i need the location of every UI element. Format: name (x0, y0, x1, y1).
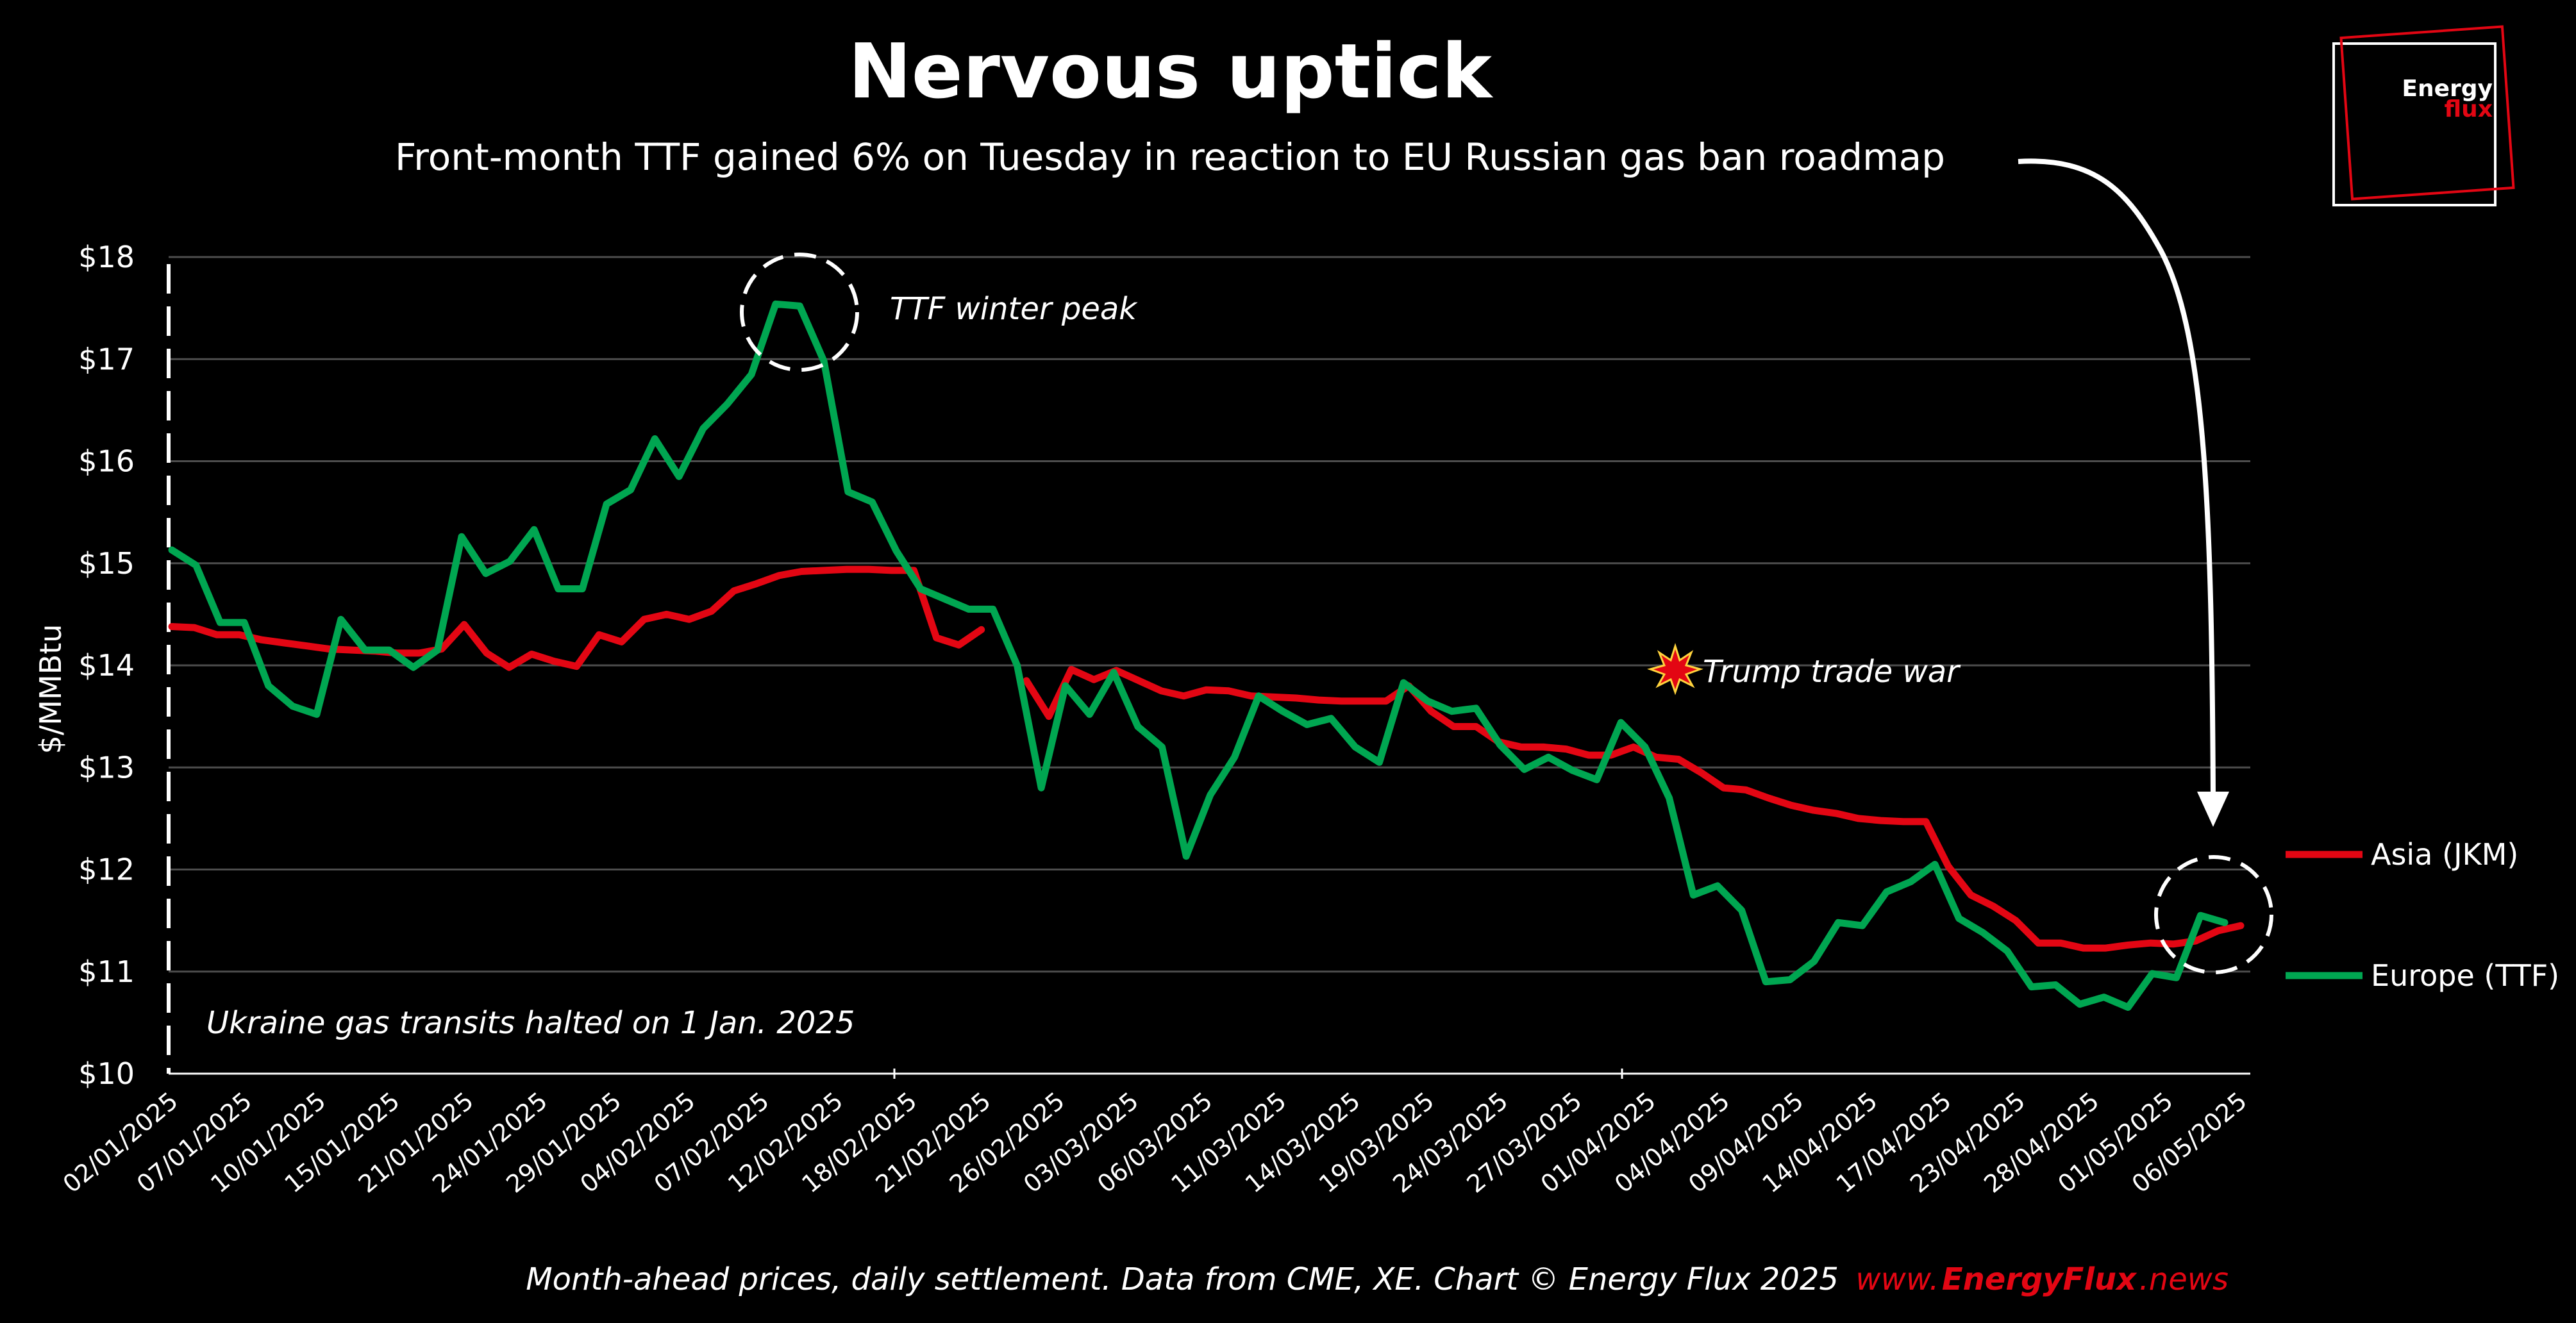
chart-footer: Month-ahead prices, daily settlement. Da… (526, 1261, 2229, 1297)
series-line-europe (168, 300, 2229, 1011)
y-tick-label: $18 (78, 240, 135, 274)
explosion-icon (1647, 643, 1703, 695)
y-tick-label: $12 (78, 853, 135, 887)
series-line-asia (168, 565, 2245, 952)
gridlines (169, 256, 2250, 1075)
y-axis-ticks: $10 $11 $12 $13 $14 $15 $16 $17 $18 (78, 240, 135, 1091)
y-tick-label: $15 (78, 546, 135, 581)
logo-text-flux: flux (2444, 96, 2493, 122)
callout-arrow (2018, 158, 2216, 799)
winter-peak-circle (740, 253, 859, 372)
footer-url-suffix[interactable]: .news (2139, 1261, 2229, 1297)
y-tick-label: $10 (78, 1056, 135, 1091)
chart-title: Nervous uptick (848, 27, 1494, 115)
legend-label-asia: Asia (JKM) (2371, 837, 2518, 872)
winter-peak-annotation: TTF winter peak (890, 291, 1138, 327)
x-axis-ticks: 02/01/202507/01/202510/01/202515/01/2025… (58, 1069, 2252, 1199)
legend: Asia (JKM) Europe (TTF) (2286, 837, 2559, 993)
callout-arrow-head (2197, 792, 2229, 827)
footer-url-prefix[interactable]: www. (1855, 1261, 1939, 1297)
logo-text-energy: Energy (2402, 76, 2493, 102)
ukraine-annotation: Ukraine gas transits halted on 1 Jan. 20… (206, 1005, 855, 1041)
y-axis-label: $/MMBtu (33, 624, 68, 754)
trade-war-annotation: Trump trade war (1703, 654, 1961, 690)
legend-label-europe: Europe (TTF) (2371, 958, 2559, 993)
y-tick-label: $14 (78, 648, 135, 683)
energy-flux-logo: Energy flux (2332, 25, 2515, 206)
y-tick-label: $17 (78, 342, 135, 376)
y-tick-label: $16 (78, 444, 135, 479)
chart-subtitle: Front-month TTF gained 6% on Tuesday in … (395, 135, 1945, 179)
y-tick-label: $11 (78, 954, 135, 989)
uptick-circle (2154, 855, 2273, 974)
series-lines (168, 300, 2245, 1011)
footer-url-brand[interactable]: EnergyFlux (1942, 1261, 2137, 1297)
footer-source: Month-ahead prices, daily settlement. Da… (526, 1261, 1839, 1297)
y-tick-label: $13 (78, 750, 135, 785)
